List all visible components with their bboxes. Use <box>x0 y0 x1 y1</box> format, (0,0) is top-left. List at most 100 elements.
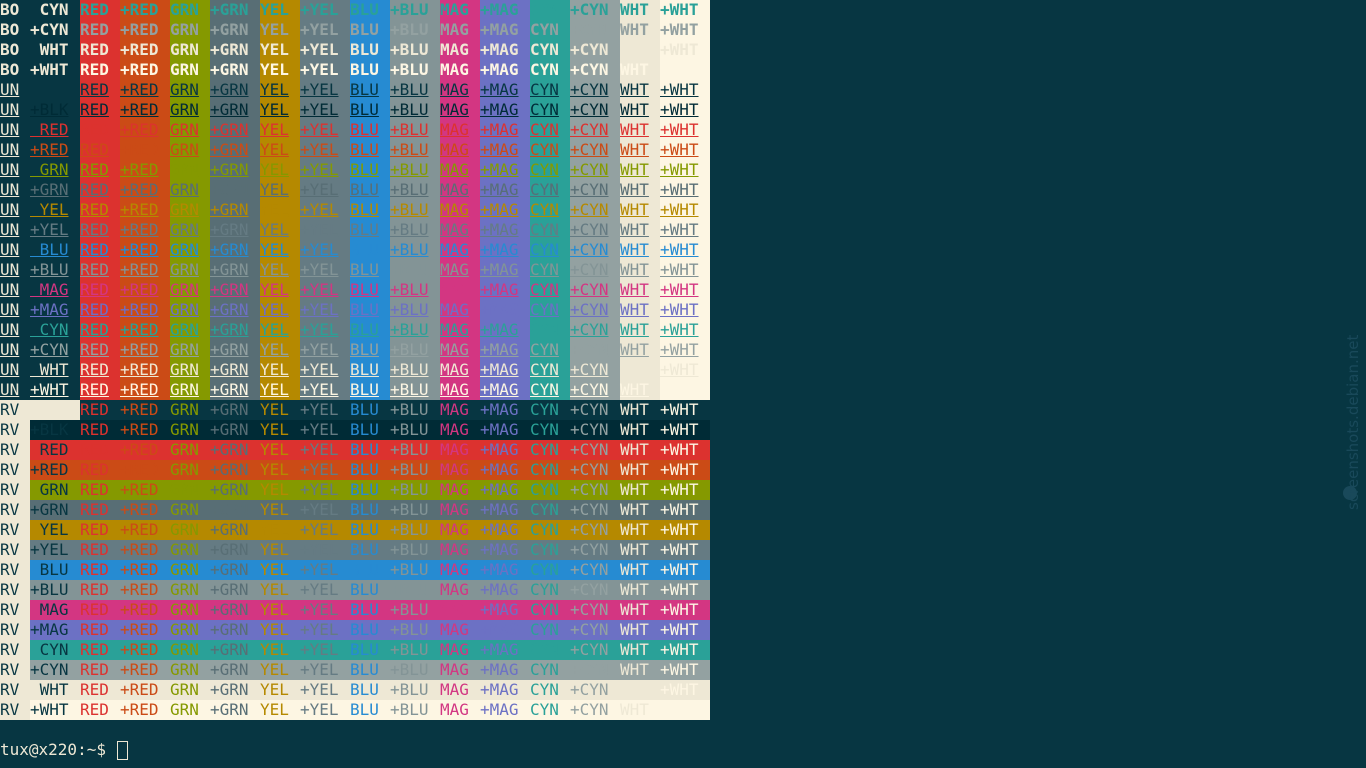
color-cell: MAG <box>440 500 480 520</box>
color-cell: GRN <box>170 700 210 720</box>
color-cell: +GRN <box>210 560 260 580</box>
row-color-label: +YEL <box>30 220 80 240</box>
color-cell: +MAG <box>480 80 530 100</box>
color-cell: GRN <box>170 380 210 400</box>
color-cell: +GRN <box>210 60 260 80</box>
color-cell: BLU <box>350 220 390 240</box>
color-cell: WHT <box>620 340 660 360</box>
color-cell: YEL <box>260 520 300 540</box>
color-cell: +BLU <box>390 20 440 40</box>
color-cell: GRN <box>170 160 210 180</box>
color-cell: +CYN <box>570 200 620 220</box>
color-cell: BLU <box>350 460 390 480</box>
color-cell: +YEL <box>300 600 350 620</box>
color-cell: +RED <box>120 600 170 620</box>
color-cell: +GRN <box>210 120 260 140</box>
color-cell: +BLU <box>390 200 440 220</box>
color-cell: BLU <box>350 240 390 260</box>
color-cell: CYN <box>530 360 570 380</box>
color-cell: +BLU <box>390 620 440 640</box>
color-cell: CYN <box>530 520 570 540</box>
color-cell: RED <box>80 60 120 80</box>
color-test-grid: BO CYN RED +RED GRN +GRN YEL +YEL BLU +BLU MAG +MA… <box>0 0 711 720</box>
color-cell: WHT <box>620 180 660 200</box>
color-cell: MAG <box>440 80 480 100</box>
table-row: RV +MAG RED +RED GRN +GRN YEL +YEL BLU +BLU MAG +MA… <box>0 620 711 640</box>
color-cell: YEL <box>260 600 300 620</box>
color-cell: +BLU <box>390 540 440 560</box>
color-cell: YEL <box>260 400 300 420</box>
row-color-label: +CYN <box>30 20 80 40</box>
color-cell: +RED <box>120 420 170 440</box>
table-row: RV BLU RED +RED GRN +GRN YEL +YEL BLU +BLU MAG +MA… <box>0 560 711 580</box>
color-cell: MAG <box>440 640 480 660</box>
color-cell: BLU <box>350 180 390 200</box>
color-cell: +MAG <box>480 500 530 520</box>
color-cell: RED <box>80 260 120 280</box>
table-row: UN +BLK RED +RED GRN +GRN YEL +YEL BLU +BLU MAG +MA… <box>0 100 711 120</box>
row-mode-label: RV <box>0 460 30 480</box>
color-cell: +MAG <box>480 220 530 240</box>
color-cell: +WHT <box>660 580 710 600</box>
color-cell: +MAG <box>480 200 530 220</box>
row-color-label: +BLU <box>30 260 80 280</box>
color-cell: +MAG <box>480 100 530 120</box>
color-cell: +CYN <box>570 360 620 380</box>
row-mode-label: UN <box>0 220 30 240</box>
color-cell: MAG <box>440 660 480 680</box>
color-cell: +MAG <box>480 620 530 640</box>
table-row: RV +BLK RED +RED GRN +GRN YEL +YEL BLU +BLU MAG +MA… <box>0 420 711 440</box>
camera-icon <box>1343 486 1357 500</box>
color-cell: MAG <box>440 400 480 420</box>
row-mode-label: UN <box>0 320 30 340</box>
color-cell: +GRN <box>210 620 260 640</box>
color-cell: BLU <box>350 60 390 80</box>
row-mode-label: BO <box>0 40 30 60</box>
color-cell: +WHT <box>660 500 710 520</box>
color-cell: +WHT <box>660 440 710 460</box>
row-mode-label: RV <box>0 640 30 660</box>
color-cell: +YEL <box>300 320 350 340</box>
color-cell: BLU <box>350 300 390 320</box>
table-row: UN YEL RED +RED GRN +GRN YEL +YEL BLU +BLU MAG +MA… <box>0 200 711 220</box>
color-cell: +GRN <box>210 140 260 160</box>
color-cell: +MAG <box>480 520 530 540</box>
row-color-label: BLU <box>30 560 80 580</box>
color-cell: CYN <box>530 260 570 280</box>
table-row: RV +YEL RED +RED GRN +GRN YEL +YEL BLU +BLU MAG +MA… <box>0 540 711 560</box>
color-cell: +RED <box>120 20 170 40</box>
color-cell: YEL <box>260 80 300 100</box>
row-mode-label: RV <box>0 440 30 460</box>
color-cell: +CYN <box>570 320 620 340</box>
color-cell: +WHT <box>660 480 710 500</box>
color-cell: BLU <box>350 640 390 660</box>
color-cell: +BLU <box>390 380 440 400</box>
color-cell: +BLU <box>390 500 440 520</box>
color-cell: +YEL <box>300 400 350 420</box>
color-cell: WHT <box>620 240 660 260</box>
color-cell: WHT <box>620 580 660 600</box>
color-cell: +WHT <box>660 260 710 280</box>
color-cell: +YEL <box>300 380 350 400</box>
color-cell: RED <box>80 140 120 160</box>
color-cell: MAG <box>440 540 480 560</box>
row-mode-label: RV <box>0 420 30 440</box>
color-cell: +BLU <box>390 420 440 440</box>
color-cell: +WHT <box>660 560 710 580</box>
terminal-prompt-line[interactable]: tux@x220:~$ <box>0 740 128 760</box>
color-cell: +GRN <box>210 40 260 60</box>
color-cell: YEL <box>260 440 300 460</box>
color-cell: +CYN <box>570 680 620 700</box>
color-cell: +BLU <box>390 260 440 280</box>
color-cell: +YEL <box>300 280 350 300</box>
color-cell: +YEL <box>300 480 350 500</box>
color-cell: +WHT <box>660 240 710 260</box>
color-cell: YEL <box>260 380 300 400</box>
color-cell: MAG <box>440 360 480 380</box>
color-cell: +RED <box>120 320 170 340</box>
color-cell: YEL <box>260 320 300 340</box>
table-row: BO WHT RED +RED GRN +GRN YEL +YEL BLU +BLU MAG +MA… <box>0 40 711 60</box>
color-cell: YEL <box>260 60 300 80</box>
color-cell: YEL <box>260 0 300 20</box>
color-cell: +CYN <box>570 460 620 480</box>
